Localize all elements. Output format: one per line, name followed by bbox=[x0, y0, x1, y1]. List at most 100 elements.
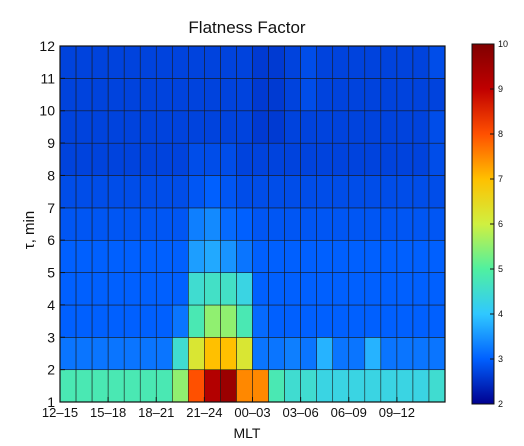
heatmap-cell bbox=[188, 45, 205, 79]
y-tick-label: 9 bbox=[47, 135, 55, 151]
heatmap-cell bbox=[107, 45, 125, 79]
heatmap-cell bbox=[300, 272, 318, 306]
heatmap-cell bbox=[204, 239, 221, 273]
heatmap-cell bbox=[139, 336, 157, 371]
y-tick-label: 11 bbox=[40, 70, 55, 86]
heatmap-cell bbox=[139, 272, 157, 306]
heatmap-cell bbox=[155, 78, 173, 112]
heatmap-cell bbox=[123, 304, 141, 338]
heatmap-cell bbox=[412, 78, 430, 112]
heatmap-cell bbox=[300, 142, 318, 176]
heatmap-cell bbox=[412, 369, 430, 403]
heatmap-cell bbox=[348, 78, 366, 112]
x-tick-label: 18–21 bbox=[138, 405, 174, 420]
heatmap-cell bbox=[332, 304, 350, 338]
heatmap-cell bbox=[332, 369, 350, 403]
heatmap-cell bbox=[155, 304, 173, 338]
y-tick-label: 3 bbox=[47, 329, 55, 345]
heatmap-cell bbox=[171, 369, 189, 403]
y-tick-label: 5 bbox=[47, 265, 55, 281]
heatmap-cell bbox=[268, 142, 285, 176]
heatmap-cell bbox=[284, 304, 302, 338]
heatmap-cell bbox=[220, 45, 237, 79]
heatmap-cell bbox=[348, 175, 366, 209]
heatmap-cell bbox=[188, 207, 205, 241]
heatmap-cell bbox=[75, 142, 93, 176]
heatmap-cell bbox=[139, 175, 157, 209]
heatmap-cell bbox=[171, 336, 189, 371]
heatmap-cell bbox=[380, 78, 398, 112]
heatmap-cell bbox=[107, 239, 125, 273]
y-tick-label: 4 bbox=[47, 297, 55, 313]
heatmap-cell bbox=[171, 272, 189, 306]
heatmap-cell bbox=[268, 336, 285, 371]
heatmap-cell bbox=[412, 207, 430, 241]
heatmap-cell bbox=[364, 110, 382, 144]
heatmap-cell bbox=[107, 207, 125, 241]
heatmap-cell bbox=[284, 175, 302, 209]
heatmap-cell bbox=[171, 207, 189, 241]
heatmap-cell bbox=[171, 142, 189, 176]
heatmap-cell bbox=[155, 336, 173, 371]
heatmap-cell bbox=[123, 78, 141, 112]
x-axis-label: MLT bbox=[234, 425, 261, 441]
heatmap-cell bbox=[59, 207, 77, 241]
y-tick-label: 6 bbox=[47, 232, 55, 248]
heatmap-cell bbox=[380, 175, 398, 209]
heatmap-cell bbox=[91, 78, 109, 112]
heatmap-cell bbox=[316, 175, 334, 209]
heatmap-cell bbox=[396, 175, 414, 209]
heatmap-cell bbox=[171, 175, 189, 209]
heatmap-cell bbox=[139, 78, 157, 112]
heatmap-cell bbox=[236, 239, 253, 273]
heatmap-cell bbox=[204, 110, 221, 144]
y-tick-label: 12 bbox=[39, 38, 55, 54]
heatmap-cell bbox=[91, 336, 109, 371]
heatmap-cell bbox=[300, 110, 318, 144]
colorbar: 2 3 4 5 6 7 8 9 10 bbox=[471, 39, 508, 409]
x-tick-label: 12–15 bbox=[42, 405, 78, 420]
colorbar-tick-label: 4 bbox=[498, 309, 503, 319]
heatmap-cell bbox=[396, 110, 414, 144]
heatmap-cell bbox=[75, 272, 93, 306]
heatmap-cell bbox=[107, 304, 125, 338]
heatmap-cell bbox=[155, 369, 173, 403]
heatmap-cell bbox=[332, 45, 350, 79]
heatmap-cell bbox=[348, 336, 366, 371]
heatmap-cell bbox=[155, 239, 173, 273]
heatmap-cell bbox=[236, 78, 253, 112]
x-tick-label: 21–24 bbox=[186, 405, 222, 420]
heatmap-cell bbox=[59, 369, 77, 403]
heatmap-cell bbox=[412, 175, 430, 209]
heatmap-cell bbox=[300, 207, 318, 241]
heatmap-cell bbox=[107, 336, 125, 371]
heatmap-cell bbox=[284, 239, 302, 273]
heatmap-cell bbox=[284, 207, 302, 241]
heatmap-cell bbox=[268, 369, 285, 403]
heatmap-cell bbox=[300, 336, 318, 371]
heatmap-cell bbox=[396, 45, 414, 79]
heatmap-cell bbox=[316, 369, 334, 403]
heatmap-cell bbox=[107, 175, 125, 209]
heatmap-cell bbox=[123, 369, 141, 403]
heatmap-cell bbox=[300, 45, 318, 79]
heatmap-cell bbox=[188, 304, 205, 338]
heatmap-cell bbox=[268, 304, 285, 338]
heatmap-cell bbox=[59, 110, 77, 144]
heatmap-cell bbox=[155, 175, 173, 209]
heatmap-cell bbox=[252, 142, 269, 176]
colorbar-tick-label: 5 bbox=[498, 264, 503, 274]
heatmap-cell bbox=[220, 142, 237, 176]
heatmap-cell bbox=[123, 45, 141, 79]
heatmap-cell bbox=[316, 239, 334, 273]
heatmap-cell bbox=[316, 78, 334, 112]
heatmap-cell bbox=[91, 110, 109, 144]
heatmap-cell bbox=[396, 78, 414, 112]
heatmap-cell bbox=[412, 304, 430, 338]
heatmap-cell bbox=[364, 272, 382, 306]
heatmap-cell bbox=[59, 336, 77, 371]
heatmap-cell bbox=[284, 142, 302, 176]
x-tick-label: 15–18 bbox=[90, 405, 126, 420]
heatmap-cell bbox=[91, 175, 109, 209]
colorbar-tick-label: 3 bbox=[498, 354, 503, 364]
